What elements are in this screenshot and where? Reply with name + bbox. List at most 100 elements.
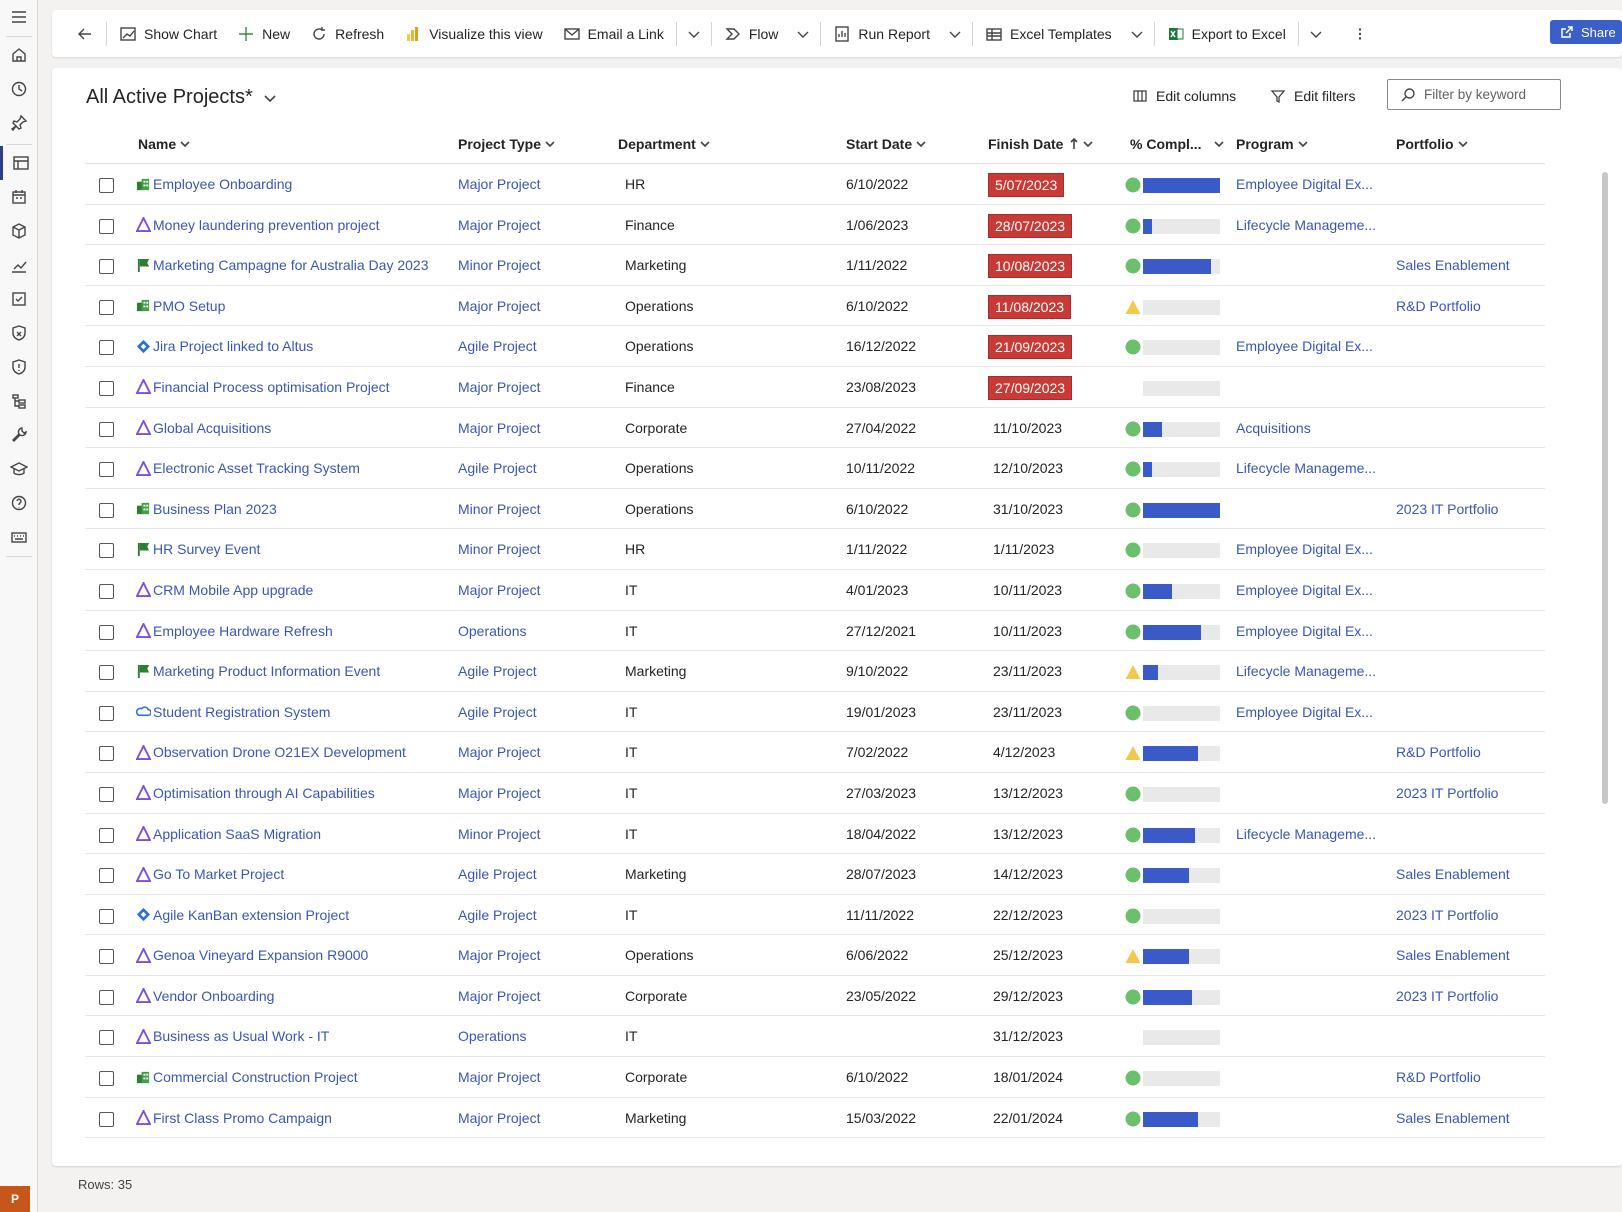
- project-type-link[interactable]: Minor Project: [458, 257, 541, 274]
- table-row[interactable]: First Class Promo Campaign Major Project M…: [85, 1098, 1545, 1139]
- project-name-link[interactable]: Go To Market Project: [135, 866, 284, 882]
- portfolio-link[interactable]: R&D Portfolio: [1396, 297, 1481, 314]
- excel-templates-dropdown-button[interactable]: [1122, 17, 1152, 51]
- row-checkbox[interactable]: [99, 421, 114, 437]
- more-commands-button[interactable]: [1345, 17, 1375, 51]
- project-type-link[interactable]: Major Project: [458, 419, 541, 436]
- column-header-start-date[interactable]: Start Date: [846, 136, 926, 152]
- table-row[interactable]: Global Acquisitions Major Project Corporat…: [85, 408, 1545, 449]
- project-name-link[interactable]: First Class Promo Campaign: [135, 1110, 332, 1126]
- edit-columns-button[interactable]: Edit columns: [1132, 88, 1236, 104]
- row-checkbox[interactable]: [99, 746, 114, 762]
- portfolio-link[interactable]: Sales Enablement: [1396, 947, 1510, 964]
- project-type-link[interactable]: Agile Project: [458, 703, 537, 720]
- portfolio-link[interactable]: 2023 IT Portfolio: [1396, 500, 1499, 517]
- project-name-link[interactable]: Business Plan 2023: [135, 501, 277, 517]
- row-checkbox[interactable]: [99, 543, 114, 559]
- table-row[interactable]: Agile KanBan extension Project Agile Proj…: [85, 895, 1545, 936]
- hierarchy-icon[interactable]: [0, 384, 38, 418]
- row-checkbox[interactable]: [99, 827, 114, 843]
- column-header-portfolio[interactable]: Portfolio: [1396, 136, 1468, 152]
- program-link[interactable]: Employee Digital Ex...: [1236, 703, 1373, 720]
- cube-icon[interactable]: [0, 214, 38, 248]
- portfolio-link[interactable]: Sales Enablement: [1396, 1109, 1510, 1126]
- project-name-link[interactable]: Financial Process optimisation Project: [135, 379, 390, 395]
- program-link[interactable]: Lifecycle Manageme...: [1236, 216, 1377, 233]
- table-row[interactable]: Student Registration System Agile Project…: [85, 692, 1545, 733]
- project-name-link[interactable]: Global Acquisitions: [135, 420, 271, 436]
- project-name-link[interactable]: Marketing Campagne for Australia Day 202…: [135, 257, 428, 273]
- project-type-link[interactable]: Operations: [458, 622, 527, 639]
- row-checkbox[interactable]: [99, 259, 114, 275]
- table-row[interactable]: Employee Onboarding Major Project HR 6/10/2…: [85, 164, 1545, 205]
- portfolio-link[interactable]: 2023 IT Portfolio: [1396, 987, 1499, 1004]
- project-name-link[interactable]: Agile KanBan extension Project: [135, 907, 349, 923]
- user-avatar[interactable]: P: [0, 1186, 30, 1212]
- project-type-link[interactable]: Major Project: [458, 1069, 541, 1086]
- pin-icon[interactable]: [0, 106, 38, 140]
- row-checkbox[interactable]: [99, 624, 114, 640]
- row-checkbox[interactable]: [99, 218, 114, 234]
- wrench-icon[interactable]: [0, 418, 38, 452]
- portfolio-link[interactable]: 2023 IT Portfolio: [1396, 906, 1499, 923]
- project-name-link[interactable]: Jira Project linked to Altus: [135, 338, 313, 354]
- visualize-button[interactable]: Visualize this view: [394, 17, 552, 51]
- table-row[interactable]: Marketing Product Information Event Agile…: [85, 651, 1545, 692]
- flow-dropdown-button[interactable]: [788, 17, 818, 51]
- column-header-program[interactable]: Program: [1236, 136, 1308, 152]
- help-icon[interactable]: [0, 486, 38, 520]
- project-type-link[interactable]: Agile Project: [458, 460, 537, 477]
- education-icon[interactable]: [0, 452, 38, 486]
- calendar-icon[interactable]: [0, 180, 38, 214]
- analytics-icon[interactable]: [0, 248, 38, 282]
- keyboard-icon[interactable]: [0, 520, 38, 554]
- program-link[interactable]: Employee Digital Ex...: [1236, 338, 1373, 355]
- row-checkbox[interactable]: [99, 299, 114, 315]
- projects-icon[interactable]: [0, 146, 38, 180]
- project-type-link[interactable]: Major Project: [458, 297, 541, 314]
- row-checkbox[interactable]: [99, 989, 114, 1005]
- project-type-link[interactable]: Major Project: [458, 987, 541, 1004]
- table-row[interactable]: Application SaaS Migration Minor Project I…: [85, 814, 1545, 855]
- row-checkbox[interactable]: [99, 583, 114, 599]
- row-checkbox[interactable]: [99, 786, 114, 802]
- email-dropdown-button[interactable]: [679, 17, 709, 51]
- refresh-button[interactable]: Refresh: [300, 17, 394, 51]
- project-type-link[interactable]: Major Project: [458, 744, 541, 761]
- table-row[interactable]: Commercial Construction Project Major Pro…: [85, 1057, 1545, 1098]
- project-name-link[interactable]: HR Survey Event: [135, 541, 260, 557]
- project-type-link[interactable]: Major Project: [458, 947, 541, 964]
- portfolio-link[interactable]: Sales Enablement: [1396, 257, 1510, 274]
- email-link-button[interactable]: Email a Link: [553, 17, 674, 51]
- table-row[interactable]: Optimisation through AI Capabilities Majo…: [85, 773, 1545, 814]
- table-row[interactable]: PMO Setup Major Project Operations 6/10/202…: [85, 286, 1545, 327]
- project-name-link[interactable]: Employee Onboarding: [135, 176, 292, 192]
- export-excel-button[interactable]: Export to Excel: [1157, 17, 1296, 51]
- project-name-link[interactable]: Business as Usual Work - IT: [135, 1028, 329, 1044]
- shield-icon[interactable]: [0, 350, 38, 384]
- table-row[interactable]: Business Plan 2023 Minor Project Operation…: [85, 489, 1545, 530]
- column-header-name[interactable]: Name: [138, 136, 190, 152]
- portfolio-link[interactable]: R&D Portfolio: [1396, 1069, 1481, 1086]
- table-row[interactable]: Business as Usual Work - IT Operations IT 3…: [85, 1016, 1545, 1058]
- column-header-finish-date[interactable]: Finish Date: [988, 136, 1094, 152]
- row-checkbox[interactable]: [99, 868, 114, 884]
- table-row[interactable]: Vendor Onboarding Major Project Corporate 2…: [85, 976, 1545, 1017]
- table-row[interactable]: Jira Project linked to Altus Agile Projec…: [85, 326, 1545, 367]
- row-checkbox[interactable]: [99, 502, 114, 518]
- project-name-link[interactable]: Application SaaS Migration: [135, 826, 321, 842]
- table-row[interactable]: Employee Hardware Refresh Operations IT 27/…: [85, 611, 1545, 652]
- row-checkbox[interactable]: [99, 462, 114, 478]
- shield-check-icon[interactable]: [0, 316, 38, 350]
- project-name-link[interactable]: Vendor Onboarding: [135, 988, 274, 1004]
- row-checkbox[interactable]: [99, 178, 114, 193]
- row-checkbox[interactable]: [99, 1111, 114, 1127]
- project-type-link[interactable]: Minor Project: [458, 500, 541, 517]
- project-name-link[interactable]: Student Registration System: [135, 704, 330, 720]
- table-row[interactable]: HR Survey Event Minor Project HR 1/11/2022 1…: [85, 529, 1545, 570]
- program-link[interactable]: Employee Digital Ex...: [1236, 176, 1373, 192]
- row-checkbox[interactable]: [99, 340, 114, 356]
- program-link[interactable]: Lifecycle Manageme...: [1236, 663, 1377, 680]
- tasks-icon[interactable]: [0, 282, 38, 316]
- program-link[interactable]: Employee Digital Ex...: [1236, 581, 1373, 598]
